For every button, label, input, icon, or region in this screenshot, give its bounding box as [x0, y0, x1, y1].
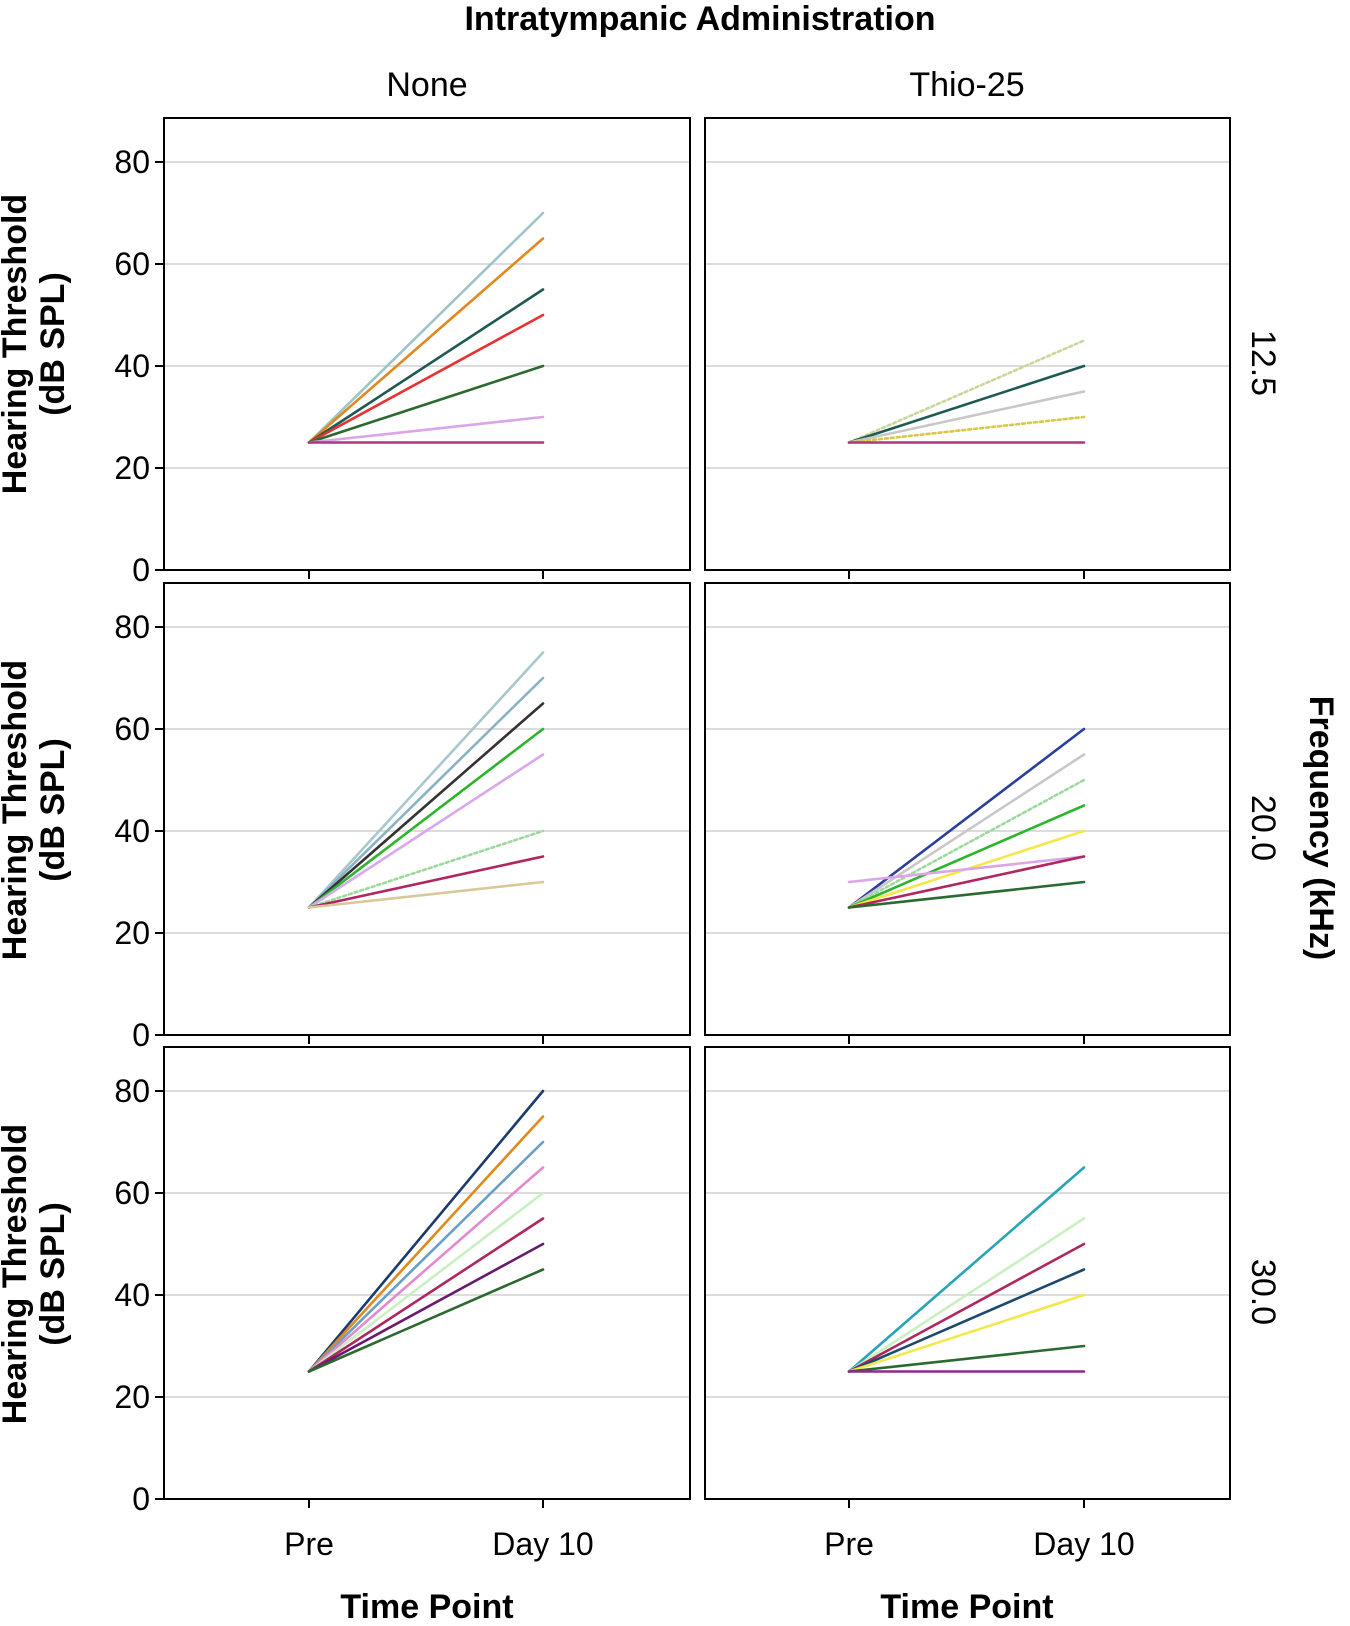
series-line — [847, 855, 1086, 909]
series-line — [307, 288, 545, 444]
panel-frame — [704, 582, 1231, 1036]
series-line — [847, 778, 1086, 909]
x-axis-title-none: Time Point — [340, 1588, 513, 1626]
series-line — [307, 1115, 545, 1373]
series-line — [307, 855, 545, 909]
panel-thio25-20-0 — [704, 582, 1231, 1044]
y-tick-label: 20 — [114, 1379, 150, 1415]
series-line — [307, 211, 545, 444]
y-axis-title-line2: (dB SPL) — [34, 738, 72, 882]
y-tick-label: 80 — [114, 144, 150, 180]
column-header-thio25: Thio-25 — [909, 66, 1024, 104]
y-tick-label: 20 — [114, 450, 150, 486]
x-tick-label-pre: Pre — [284, 1526, 334, 1562]
series-line — [847, 1344, 1086, 1373]
column-header-none: None — [386, 66, 467, 104]
series-line — [847, 1166, 1086, 1373]
y-axis-title-line2: (dB SPL) — [34, 1202, 72, 1346]
series-line — [847, 1217, 1086, 1373]
series-line — [307, 829, 545, 909]
series-line — [307, 651, 545, 909]
row-header-12-5: 12.5 — [1244, 330, 1282, 396]
series-line — [307, 727, 545, 909]
y-tick-label: 0 — [132, 1017, 150, 1053]
series-line — [847, 1242, 1086, 1373]
y-tick-label: 40 — [114, 348, 150, 384]
series-line — [847, 390, 1086, 444]
panel-thio25-12-5 — [704, 117, 1231, 579]
series-line — [847, 1293, 1086, 1373]
y-axis-title-line1: Hearing Threshold — [0, 194, 34, 494]
series-line — [307, 1217, 545, 1373]
series-line — [847, 804, 1086, 909]
panel-none-30-0: 0 20 40 60 80 — [114, 1046, 691, 1517]
series-line — [847, 753, 1086, 909]
y-tick-label: 20 — [114, 915, 150, 951]
panel-frame — [163, 117, 691, 571]
series-line — [847, 880, 1086, 909]
series-line — [847, 364, 1086, 444]
y-tick-label: 0 — [132, 552, 150, 588]
series-line — [307, 1140, 545, 1373]
x-axis-title-thio25: Time Point — [880, 1588, 1053, 1626]
frequency-axis-title: Frequency (kHz) — [1302, 696, 1340, 961]
y-axis-title-line2: (dB SPL) — [34, 272, 72, 416]
y-tick-label: 40 — [114, 813, 150, 849]
y-tick-label: 80 — [114, 1073, 150, 1109]
x-tick-label-pre: Pre — [824, 1526, 874, 1562]
y-tick-label: 60 — [114, 246, 150, 282]
y-axis-title-line1: Hearing Threshold — [0, 1124, 34, 1424]
panel-thio25-30-0 — [704, 1046, 1231, 1508]
y-axis-title-row-1: Hearing Threshold (dB SPL) — [0, 194, 72, 494]
row-header-20-0: 20.0 — [1244, 795, 1282, 861]
row-header-30-0: 30.0 — [1244, 1259, 1282, 1325]
y-tick-label: 60 — [114, 1175, 150, 1211]
series-line — [847, 1268, 1086, 1373]
series-line — [307, 1242, 545, 1373]
series-line — [307, 313, 545, 444]
series-line — [847, 339, 1086, 444]
y-tick-label: 80 — [114, 609, 150, 645]
series-line — [307, 880, 545, 909]
series-line — [307, 753, 545, 909]
y-tick-label: 0 — [132, 1481, 150, 1517]
panel-frame — [163, 582, 691, 1036]
panels: 0 20 40 60 80 0 20 40 60 80 0 20 40 60 80 — [114, 117, 1231, 1517]
series-line — [847, 855, 1086, 884]
series-line — [307, 1268, 545, 1373]
y-axis-title-row-2: Hearing Threshold (dB SPL) — [0, 660, 72, 960]
series-line — [307, 415, 545, 444]
series-line — [307, 1089, 545, 1373]
panel-none-12-5: 0 20 40 60 80 — [114, 117, 691, 588]
y-axis-title-line1: Hearing Threshold — [0, 660, 34, 960]
x-tick-label-day10: Day 10 — [492, 1526, 593, 1562]
y-tick-label: 60 — [114, 711, 150, 747]
series-line — [307, 676, 545, 909]
x-tick-label-day10: Day 10 — [1033, 1526, 1134, 1562]
chart-title: Intratympanic Administration — [464, 0, 935, 38]
series-line — [307, 702, 545, 909]
series-line — [307, 364, 545, 444]
series-line — [307, 237, 545, 444]
panel-frame — [704, 117, 1231, 571]
series-line — [307, 1191, 545, 1373]
panel-none-20-0: 0 20 40 60 80 — [114, 582, 691, 1053]
panel-frame — [704, 1046, 1231, 1500]
y-axis-title-row-3: Hearing Threshold (dB SPL) — [0, 1124, 72, 1424]
y-tick-label: 40 — [114, 1277, 150, 1313]
panel-frame — [163, 1046, 691, 1500]
series-line — [847, 415, 1086, 444]
series-line — [307, 1166, 545, 1373]
